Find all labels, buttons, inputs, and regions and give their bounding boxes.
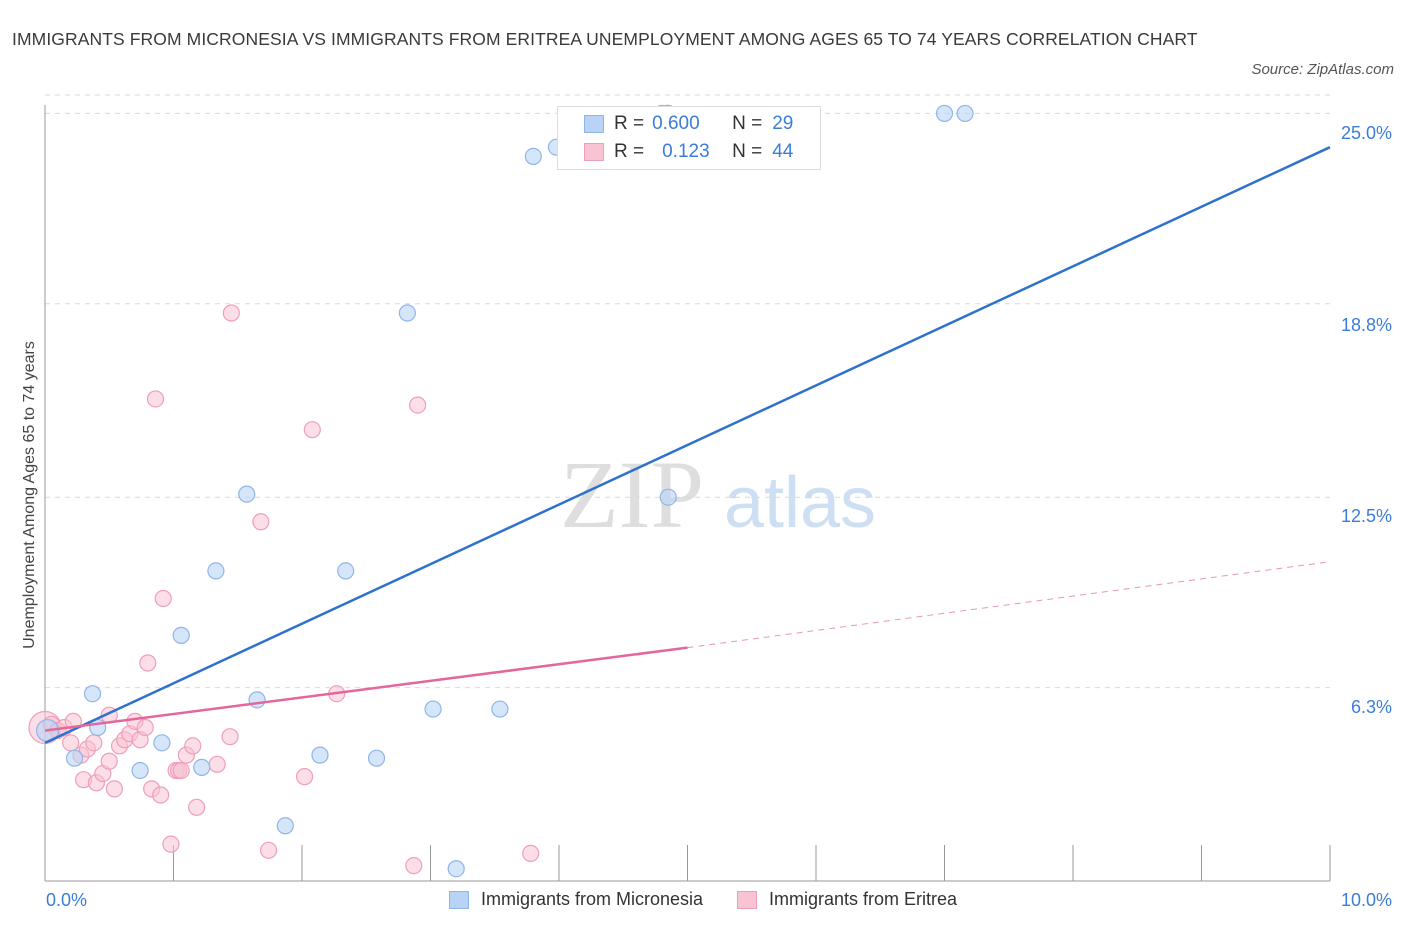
micronesia-point [65,749,84,767]
micronesia-point [367,749,386,767]
eritrea-point [172,761,190,780]
eritrea-point [221,728,239,746]
micronesia-point [311,746,329,764]
eritrea-point [405,857,423,875]
eritrea-point [252,513,270,531]
micronesia-point [153,734,171,752]
r-label: R = [614,141,645,162]
eritrea-point [295,768,314,786]
eritrea-point [139,654,157,672]
micronesia-swatch [584,115,604,133]
eritrea-swatch [584,143,604,161]
legend-label: Immigrants from Eritrea [769,889,958,909]
r-value: 0.123 [662,141,710,162]
chart-title: IMMIGRANTS FROM MICRONESIA VS IMMIGRANTS… [12,29,1198,49]
eritrea-point [152,786,170,804]
eritrea-point [522,844,540,862]
eritrea-point [259,841,278,859]
y-tick-label: 18.8% [1340,315,1392,335]
watermark-atlas: atlas [724,463,876,543]
eritrea-point [303,421,321,439]
eritrea-point [146,390,165,408]
n-label: N = [732,141,763,162]
eritrea-point [184,737,202,755]
n-value: 44 [772,141,794,162]
r-value: 0.600 [652,113,700,134]
eritrea-point [162,835,180,853]
eritrea-point [222,304,240,322]
micronesia-point [956,104,974,123]
eritrea-trend-line [44,646,688,732]
eritrea-point [100,752,118,770]
series-micronesia-points [35,104,974,878]
series-legend: Immigrants from Micronesia Immigrants fr… [0,889,1406,910]
x-tick-label-min: 0.0% [46,890,88,910]
y-tick-label: 6.3% [1350,697,1392,717]
micronesia-point [398,304,416,322]
axes [44,105,1331,882]
micronesia-swatch [448,890,469,909]
gridlines [45,94,1330,689]
series-eritrea-points [28,304,540,875]
micronesia-point [447,860,465,878]
legend-row-micronesia: R = 0.600 N = 29 [584,112,793,136]
r-label: R = [614,113,645,134]
watermark-zip: ZIP [560,441,704,548]
micronesia-point [524,147,542,166]
micronesia-point [337,562,355,580]
micronesia-point [207,562,225,580]
micronesia-point [491,700,509,718]
y-tick-label: 25.0% [1340,123,1392,143]
micronesia-point [659,488,677,506]
micronesia-point [276,817,294,835]
eritrea-point [105,780,123,798]
correlation-legend: R = 0.600 N = 29 R = 0.123 N = 44 [557,106,821,170]
micronesia-point [935,104,954,123]
micronesia-point [238,485,256,503]
legend-row-eritrea: R = 0.123 N = 44 [584,140,793,164]
micronesia-trend-line [44,146,1331,744]
source-note: Source: ZipAtlas.com [1251,61,1394,78]
eritrea-point [208,755,226,773]
legend-item-eritrea[interactable]: Immigrants from Eritrea [737,889,957,910]
y-tick-label: 12.5% [1340,506,1392,526]
micronesia-point [248,691,266,709]
micronesia-point [424,700,442,718]
eritrea-point [85,734,103,752]
micronesia-point [172,626,190,644]
eritrea-swatch [737,890,757,909]
trend-lines [44,146,1331,744]
n-value: 29 [772,113,794,134]
micronesia-point [83,685,102,703]
eritrea-point [409,396,427,414]
eritrea-point [188,798,206,816]
x-tick-label-max: 10.0% [1340,890,1392,910]
micronesia-point [131,761,149,780]
eritrea-point [154,589,172,608]
legend-item-micronesia[interactable]: Immigrants from Micronesia [448,889,703,910]
micronesia-point [193,758,211,776]
eritrea-trend-extension [687,561,1331,649]
watermark: ZIP atlas [560,441,876,548]
n-label: N = [732,113,763,134]
eritrea-point [136,718,154,737]
legend-label: Immigrants from Micronesia [480,889,703,909]
